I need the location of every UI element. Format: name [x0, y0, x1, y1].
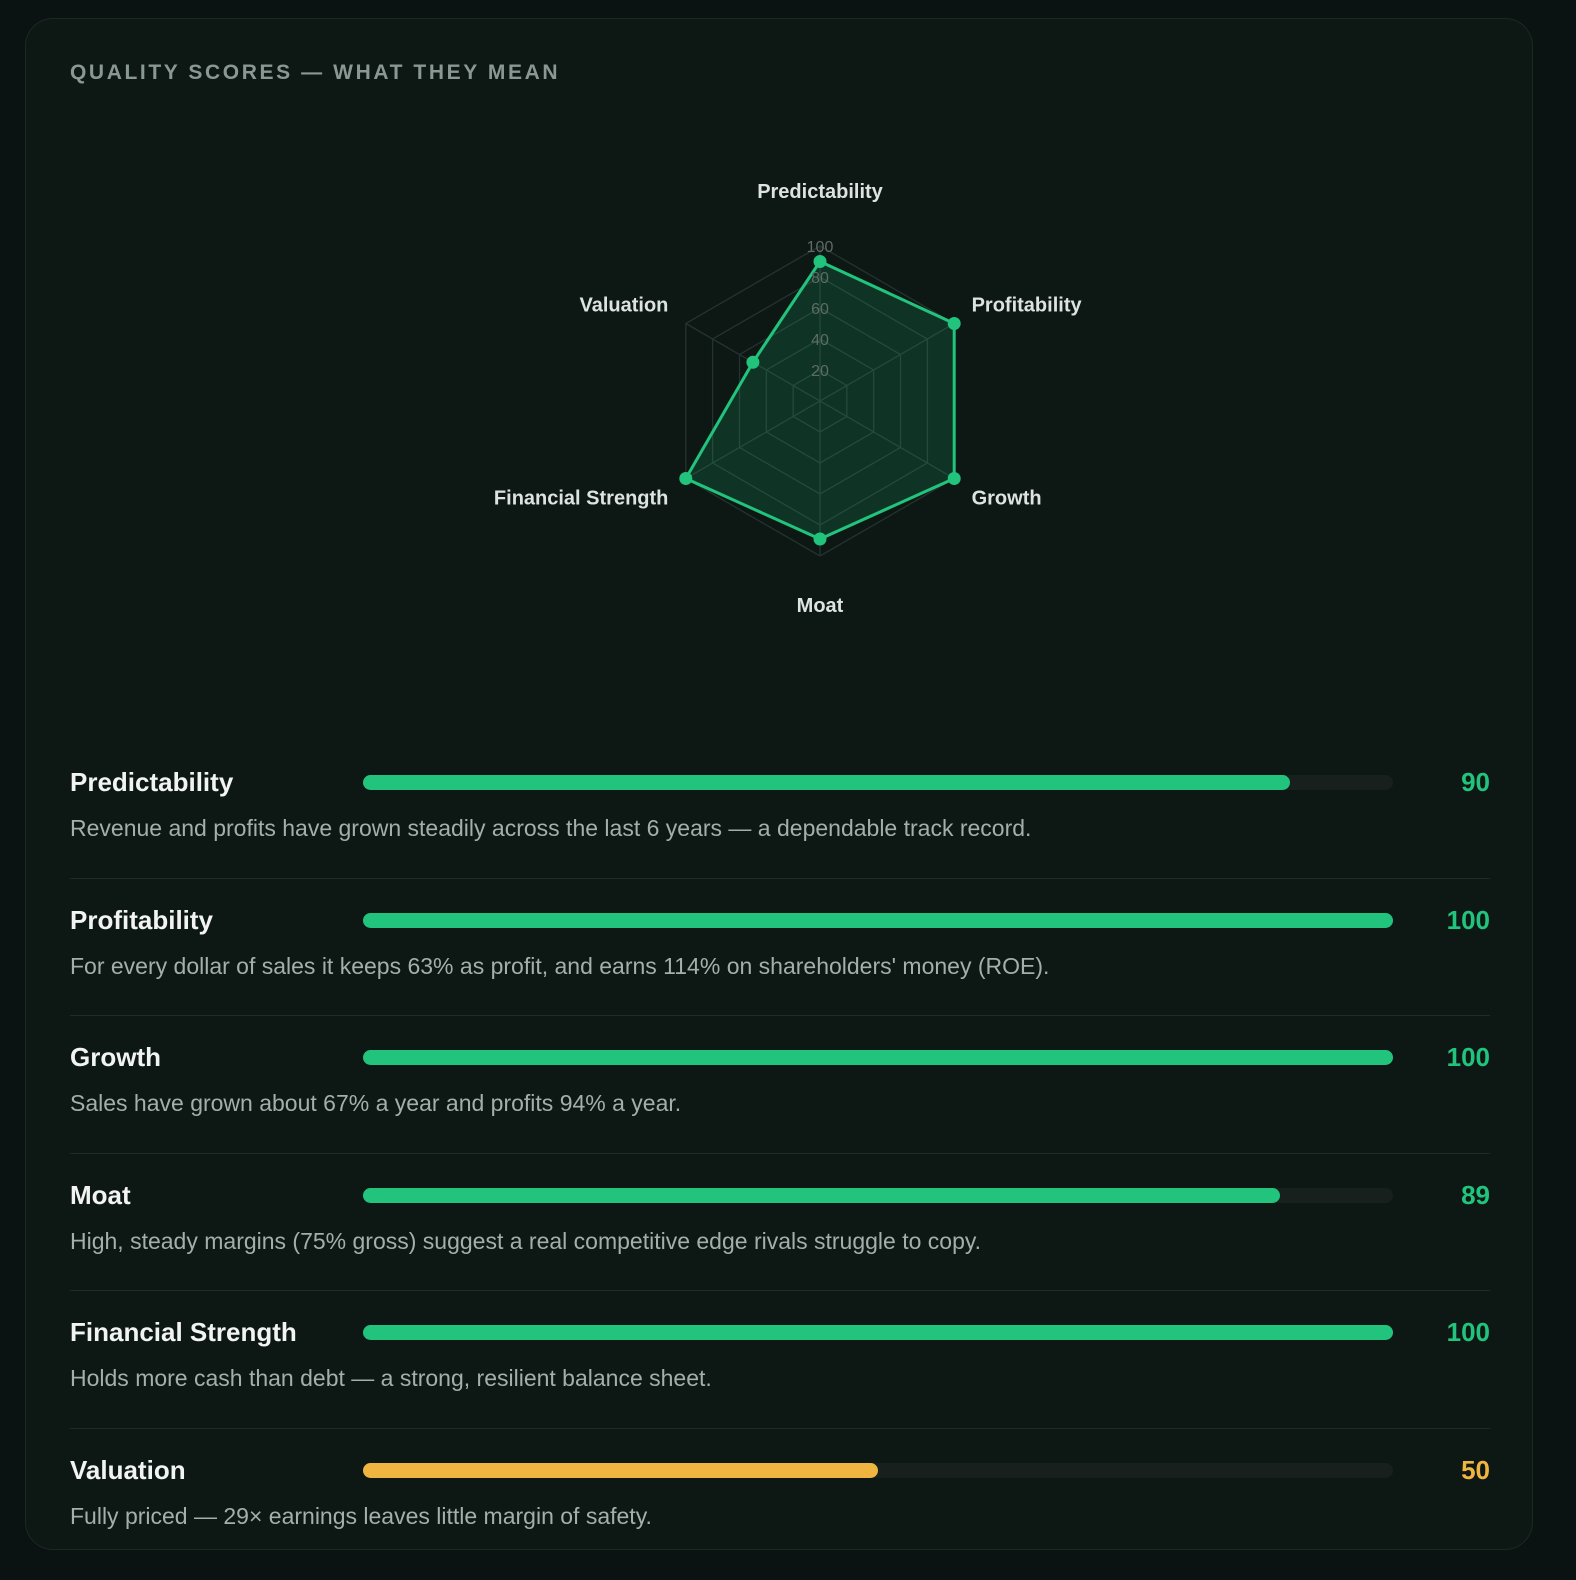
score-description: Revenue and profits have grown steadily … — [70, 815, 1032, 841]
section-title: QUALITY SCORES — WHAT THEY MEAN — [70, 61, 561, 84]
score-name: Financial Strength — [70, 1317, 297, 1347]
radar-axis-label: Predictability — [757, 181, 883, 203]
score-bar-track — [363, 1325, 1393, 1340]
radar-tick-label: 100 — [807, 239, 834, 256]
radar-axis-label: Profitability — [972, 295, 1083, 317]
score-name: Moat — [70, 1179, 131, 1210]
score-row-moat: Moat 89 High, steady margins (75% gross)… — [70, 1154, 1490, 1291]
score-name: Profitability — [70, 904, 214, 935]
score-bar-track — [363, 1050, 1393, 1065]
score-name: Valuation — [70, 1454, 186, 1485]
score-description: For every dollar of sales it keeps 63% a… — [70, 952, 1050, 979]
radar-data-point — [947, 472, 961, 485]
score-bar-track — [363, 1462, 1393, 1478]
score-bar-fill — [363, 775, 1290, 790]
score-bar-track — [363, 912, 1393, 928]
radar-axis-label: Valuation — [579, 295, 668, 317]
score-description: Fully priced — 29× earnings leaves littl… — [70, 1502, 652, 1529]
radar-spoke — [685, 400, 821, 480]
score-row-valuation: Valuation 50 Fully priced — 29× earnings… — [70, 1429, 1490, 1566]
score-row-predictability: Predictability 90 Revenue and profits ha… — [70, 741, 1490, 879]
score-description: High, steady margins (75% gross) suggest… — [70, 1227, 982, 1254]
score-bar-fill — [363, 1462, 878, 1478]
radar-axis-label: Growth — [972, 488, 1042, 510]
score-value: 90 — [1461, 767, 1490, 797]
radar-data-point — [746, 355, 760, 369]
radar-data-point — [947, 317, 961, 330]
radar-data-point — [813, 532, 827, 546]
score-bar-fill — [363, 912, 1393, 928]
score-value: 89 — [1461, 1179, 1490, 1210]
radar-tick-label: 40 — [811, 332, 829, 349]
score-bar-fill — [363, 1187, 1280, 1203]
score-row-financial-strength: Financial Strength 100 Holds more cash t… — [70, 1291, 1490, 1429]
score-row-profitability: Profitability 100 For every dollar of sa… — [70, 879, 1490, 1016]
score-value: 50 — [1461, 1454, 1490, 1485]
score-value: 100 — [1446, 1317, 1490, 1347]
radar-tick-label: 80 — [811, 270, 829, 287]
score-description: Holds more cash than debt — a strong, re… — [70, 1365, 712, 1391]
score-value: 100 — [1446, 1042, 1490, 1072]
score-bar-track — [363, 775, 1393, 790]
score-row-growth: Growth 100 Sales have grown about 67% a … — [70, 1016, 1490, 1154]
score-bar-track — [363, 1187, 1393, 1203]
score-value: 100 — [1446, 904, 1490, 935]
radar-spoke — [819, 322, 955, 402]
radar-axis-label: Financial Strength — [494, 488, 668, 510]
score-bar-fill — [363, 1325, 1393, 1340]
radar-data-point — [679, 472, 693, 485]
score-name: Predictability — [70, 767, 234, 797]
radar-data-point — [813, 255, 827, 268]
radar-tick-label: 20 — [811, 363, 829, 380]
radar-axis-label: Moat — [797, 595, 844, 617]
radar-tick-label: 60 — [811, 301, 829, 318]
score-description: Sales have grown about 67% a year and pr… — [70, 1090, 682, 1116]
score-bar-fill — [363, 1050, 1393, 1065]
score-list: Predictability 90 Revenue and profits ha… — [70, 741, 1490, 1565]
quality-scores-card: QUALITY SCORES — WHAT THEY MEAN 20 40 60 80… — [25, 18, 1533, 1550]
score-name: Growth — [70, 1042, 161, 1072]
radar-chart: 20 40 60 80 100 Predictability Profitability Gr… — [494, 181, 1083, 617]
radar-spoke — [819, 400, 955, 480]
